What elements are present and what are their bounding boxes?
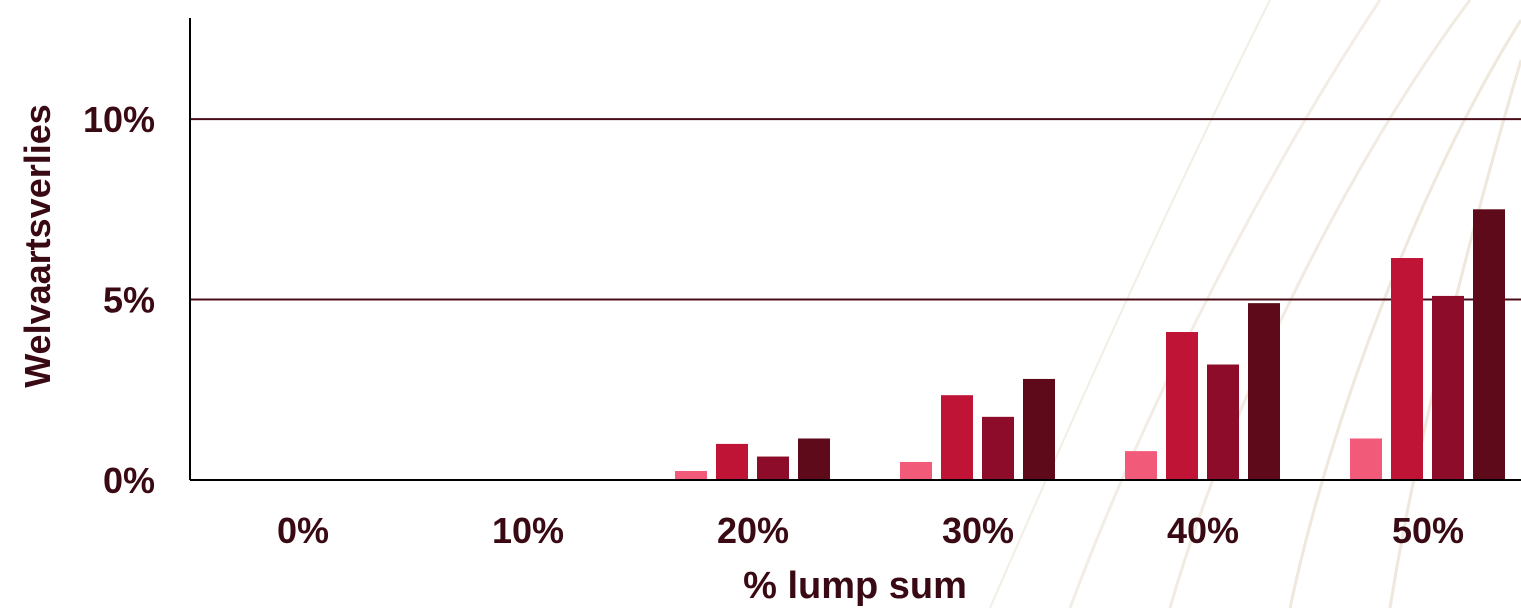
x-tick-label: 50% — [1392, 510, 1464, 551]
bar — [1023, 378, 1055, 480]
x-tick-label: 0% — [277, 510, 329, 551]
y-axis-title: Welvaartsverlies — [17, 104, 58, 388]
bar — [1248, 303, 1280, 480]
x-tick-label: 10% — [492, 510, 564, 551]
x-axis-title: % lump sum — [743, 565, 967, 607]
bar — [1125, 451, 1157, 480]
y-tick-label: 5% — [103, 280, 155, 321]
y-tick-labels: 0% 5% 10% — [83, 99, 155, 501]
bar — [900, 461, 932, 480]
bar — [675, 470, 707, 480]
bar — [757, 456, 789, 480]
bar — [1473, 209, 1505, 480]
bar — [798, 438, 830, 480]
gridlines — [190, 118, 1521, 301]
y-tick-label: 10% — [83, 99, 155, 140]
bar — [1207, 364, 1239, 480]
bar — [1350, 438, 1382, 480]
x-tick-labels: 0% 10% 20% 30% 40% 50% — [277, 510, 1464, 551]
background-decoration — [989, 0, 1521, 608]
bar — [982, 416, 1014, 480]
x-tick-label: 40% — [1167, 510, 1239, 551]
y-tick-label: 0% — [103, 460, 155, 501]
bar — [1391, 258, 1423, 480]
bar — [716, 443, 748, 480]
axes — [189, 18, 1521, 481]
x-tick-label: 20% — [717, 510, 789, 551]
bar — [1432, 295, 1464, 480]
bars — [675, 209, 1505, 480]
x-tick-label: 30% — [942, 510, 1014, 551]
bar — [1166, 332, 1198, 480]
bar — [941, 395, 973, 480]
